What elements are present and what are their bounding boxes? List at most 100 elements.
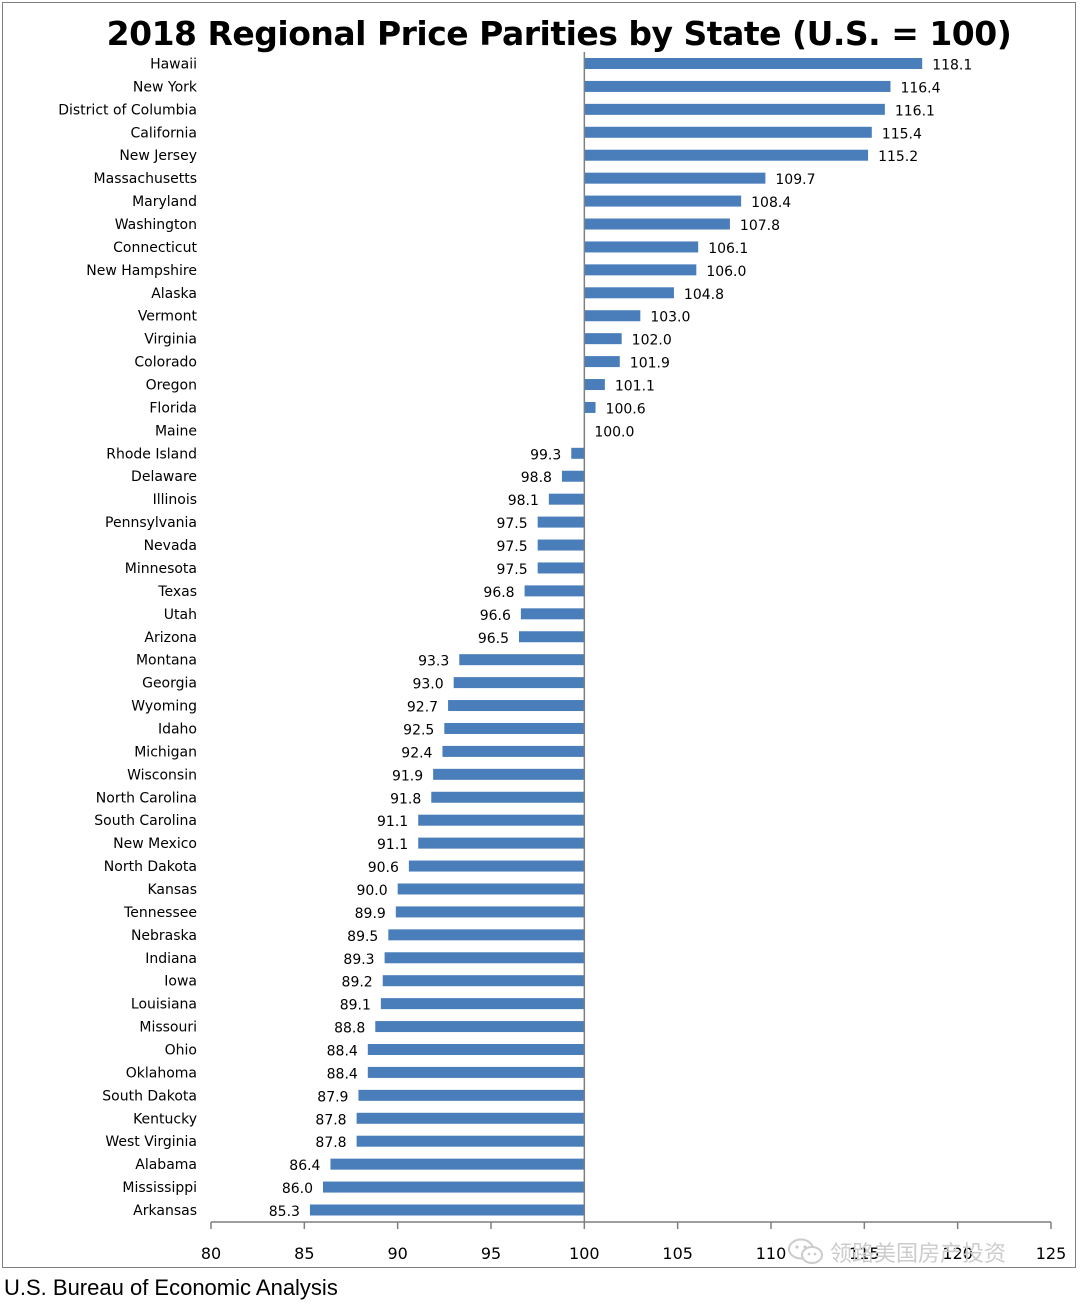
bar [571,447,585,459]
category-label: Minnesota [125,561,197,577]
category-label: Missouri [139,1020,197,1036]
category-label: Georgia [142,676,197,692]
category-label: Pennsylvania [105,515,197,531]
category-label: New Jersey [119,148,197,164]
bar [358,1089,585,1101]
category-label: Hawaii [150,57,197,73]
bar [397,883,585,895]
value-label: 106.1 [708,241,748,257]
value-label: 89.3 [343,952,374,968]
bar [584,287,674,299]
bar [584,172,766,184]
bar-chart: Hawaii 118.1 New York 116.4 District of Colu… [58,52,1066,1263]
value-label: 99.3 [530,447,561,463]
bar [537,516,585,528]
value-label: 97.5 [496,539,527,555]
value-label: 101.9 [630,356,670,372]
category-label: New York [133,79,198,95]
bar [309,1204,585,1216]
value-label: 86.4 [289,1158,320,1174]
category-label: Illinois [153,492,197,508]
value-label: 87.8 [315,1135,346,1151]
category-label: Connecticut [113,240,197,256]
bar [459,654,585,666]
bar [584,310,641,322]
bar [584,333,622,345]
value-label: 106.0 [706,264,746,280]
value-label: 85.3 [269,1204,300,1220]
category-label: North Carolina [96,790,197,806]
category-label: New Hampshire [86,263,197,279]
value-label: 91.9 [392,768,423,784]
x-tick-label: 80 [201,1244,221,1263]
category-label: Idaho [158,721,197,737]
value-label: 103.0 [650,310,690,326]
value-label: 102.0 [632,333,672,349]
x-tick-label: 90 [387,1244,407,1263]
bar [584,58,923,69]
bar [584,356,620,368]
value-label: 88.4 [327,1043,358,1059]
value-label: 98.8 [521,470,552,486]
category-label: Tennessee [123,905,197,921]
bar [537,539,585,551]
value-label: 100.6 [606,401,646,417]
value-label: 92.4 [401,745,432,761]
value-label: 108.4 [751,195,791,211]
watermark-text: 领路美国房产投资 [830,1242,1007,1267]
bar [330,1158,585,1170]
value-label: 87.8 [315,1112,346,1128]
value-label: 88.4 [327,1066,358,1082]
category-label: West Virginia [105,1134,197,1150]
category-label: Rhode Island [106,446,197,462]
category-label: Alabama [135,1157,197,1173]
category-label: Iowa [164,974,197,990]
value-label: 89.2 [342,975,373,991]
category-label: Florida [149,400,197,416]
value-label: 97.5 [496,516,527,532]
bar [520,608,585,620]
bar [356,1112,585,1124]
watermark: 领路美国房产投资 [788,1236,1006,1268]
category-label: Texas [157,584,197,600]
category-label: Arizona [144,630,197,646]
category-label: South Carolina [94,813,197,829]
category-label: Alaska [151,286,197,302]
category-label: Vermont [138,309,198,325]
value-label: 96.8 [483,585,514,601]
value-label: 93.0 [412,677,443,693]
value-label: 118.1 [932,58,972,74]
x-tick-label: 110 [756,1244,787,1263]
value-label: 104.8 [684,287,724,303]
value-label: 96.6 [480,608,511,624]
category-label: Washington [115,217,197,233]
x-tick-label: 115 [849,1244,880,1263]
category-label: Kansas [147,882,197,898]
value-label: 89.1 [340,998,371,1014]
value-label: 115.4 [882,126,922,142]
x-tick-label: 105 [662,1244,693,1263]
bar [584,103,885,115]
bar [395,906,585,918]
chart-title: 2018 Regional Price Parities by State (U… [106,14,1012,53]
value-label: 89.5 [347,929,378,945]
bar [561,470,585,482]
category-label: Oregon [146,378,197,394]
bar [388,929,585,941]
bar [408,860,585,872]
bar [442,745,585,757]
bar [548,493,585,505]
bar [524,585,585,597]
category-label: New Mexico [113,836,197,852]
category-label: Louisiana [131,997,197,1013]
value-label: 93.3 [418,654,449,670]
value-label: 88.8 [334,1021,365,1037]
bar [584,218,730,230]
category-label: Ohio [165,1042,197,1058]
bar [584,264,697,276]
bar [418,814,585,826]
value-label: 90.6 [368,860,399,876]
value-label: 116.1 [895,103,935,119]
bar [584,80,891,92]
value-label: 92.5 [403,722,434,738]
